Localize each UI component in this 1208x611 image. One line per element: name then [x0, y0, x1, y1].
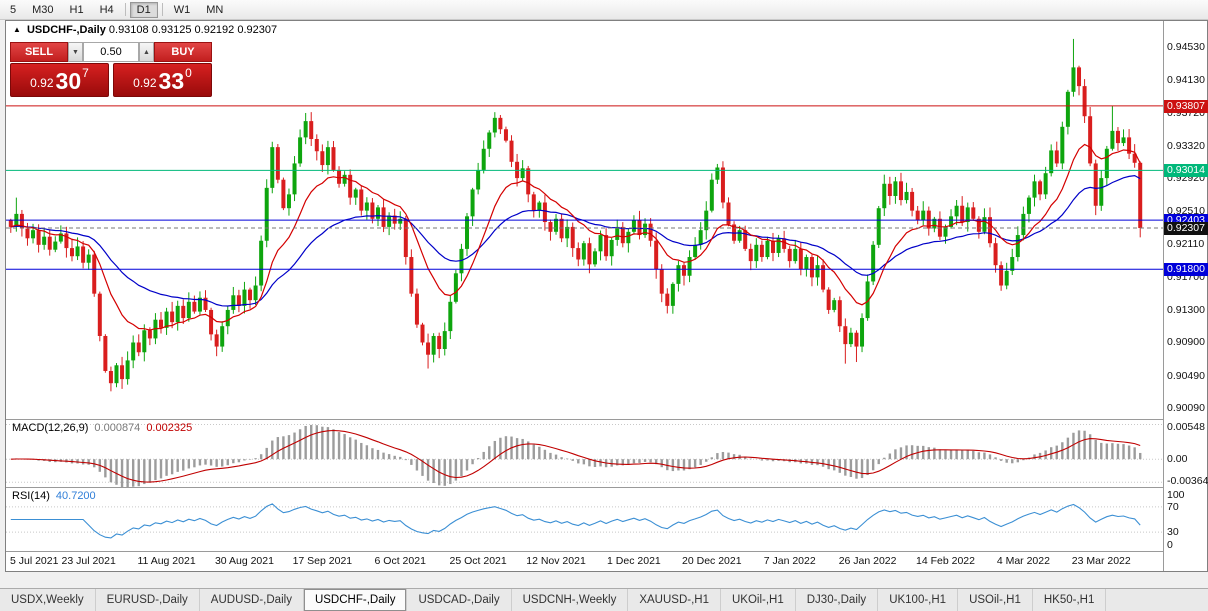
price-axis-label: 0.90490: [1167, 369, 1205, 382]
date-axis-label: 26 Jan 2022: [838, 555, 897, 567]
sell-price-prefix: 0.92: [30, 76, 54, 90]
pane-divider[interactable]: [6, 487, 1207, 488]
timeframe-button-w1[interactable]: W1: [173, 3, 191, 16]
price-axis-label: 0.94130: [1167, 73, 1205, 86]
date-axis-label: 23 Jul 2021: [61, 555, 116, 567]
macd-axis-label: 0.00548: [1167, 421, 1205, 433]
chart-tab-xauusd-h1[interactable]: XAUUSD-,H1: [628, 589, 721, 611]
volume-increase-button[interactable]: ▲: [139, 42, 154, 62]
macd-label: MACD(12,26,9) 0.000874 0.002325: [12, 422, 192, 434]
volume-input[interactable]: [83, 42, 139, 62]
buy-price-display[interactable]: 0.92 33 0: [113, 63, 212, 97]
sell-button[interactable]: SELL: [10, 42, 68, 62]
price-level-badge: 0.91800: [1164, 263, 1208, 277]
price-axis-label: 0.93320: [1167, 139, 1205, 152]
price-axis-label: 0.94530: [1167, 41, 1205, 54]
rsi-axis-label: 30: [1167, 526, 1179, 539]
macd-main-value: 0.000874: [94, 422, 141, 434]
rsi-pane: RSI(14) 40.7200: [6, 488, 1163, 551]
macd-axis-label: 0.00: [1167, 453, 1188, 466]
date-axis[interactable]: 5 Jul 2021 23 Jul 2021 11 Aug 2021 30 Aug 2…: [6, 552, 1163, 571]
price-level-badge: 0.93014: [1164, 164, 1208, 178]
one-click-trade-panel: SELL ▼ ▲ BUY 0.92 30 7 0.92 33 0: [10, 42, 212, 97]
price-axis-label: 0.92110: [1167, 238, 1205, 250]
chart-tab-ukoil-h1[interactable]: UKOil-,H1: [721, 589, 796, 611]
chart-tab-dj30-daily[interactable]: DJ30-,Daily: [796, 589, 879, 611]
buy-price-pips: 33: [158, 68, 185, 94]
rsi-axis-label: 70: [1167, 500, 1179, 513]
timeframe-button-d1[interactable]: D1: [129, 1, 158, 18]
chart-tab-usdx-weekly[interactable]: USDX,Weekly: [0, 589, 96, 611]
date-axis-label: 30 Aug 2021: [214, 555, 274, 567]
macd-title: MACD(12,26,9): [12, 422, 89, 434]
price-level-badge: 0.93807: [1164, 99, 1208, 113]
chart-symbol-label: USDCHF-,Daily: [26, 24, 106, 36]
pane-divider: [6, 551, 1207, 552]
date-axis-label: 14 Feb 2022: [916, 555, 975, 567]
buy-price-prefix: 0.92: [133, 76, 157, 90]
timeframe-button-h1[interactable]: H1: [69, 3, 84, 16]
rsi-canvas[interactable]: [6, 488, 1163, 551]
chart-tab-usdcad-daily[interactable]: USDCAD-,Daily: [407, 589, 512, 611]
date-axis-label: 5 Jul 2021: [10, 555, 59, 567]
timeframe-button-m30[interactable]: M30: [32, 3, 54, 16]
rsi-value: 40.7200: [55, 490, 96, 502]
date-axis-label: 25 Oct 2021: [449, 555, 507, 567]
macd-signal-value: 0.002325: [146, 422, 193, 434]
date-axis-label: 11 Aug 2021: [137, 555, 196, 567]
timeframe-toolbar: 5 M30 H1 H4 D1 W1 MN: [0, 0, 1208, 20]
date-axis-label: 23 Mar 2022: [1071, 555, 1131, 567]
buy-button[interactable]: BUY: [154, 42, 212, 62]
chart-tab-usdchf-daily[interactable]: USDCHF-,Daily: [303, 589, 408, 611]
rsi-axis-label: 100: [1167, 489, 1185, 501]
sell-price-pips: 30: [55, 68, 82, 94]
volume-decrease-button[interactable]: ▼: [68, 42, 83, 62]
chart-tab-hk50-h1[interactable]: HK50-,H1: [1033, 589, 1107, 611]
date-axis-label: 17 Sep 2021: [292, 555, 353, 567]
chart-ohlc-values: 0.93108 0.93125 0.92192 0.92307: [108, 24, 278, 36]
toolbar-separator: [161, 3, 163, 16]
price-level-badge: 0.92307: [1164, 221, 1208, 235]
sell-price-display[interactable]: 0.92 30 7: [10, 63, 109, 97]
buy-price-point: 0: [185, 66, 192, 80]
rsi-axis-label: 0: [1167, 539, 1173, 551]
chart-window: ▲ USDCHF-,Daily 0.93108 0.93125 0.92192 …: [5, 20, 1208, 572]
one-click-toggle-icon[interactable]: ▲: [13, 25, 21, 34]
timeframe-button-h4[interactable]: H4: [99, 3, 114, 16]
date-axis-label: 6 Oct 2021: [374, 555, 426, 567]
chart-tab-usdcnh-weekly[interactable]: USDCNH-,Weekly: [512, 589, 629, 611]
price-axis-label: 0.90900: [1167, 336, 1205, 349]
price-pane: ▲ USDCHF-,Daily 0.93108 0.93125 0.92192 …: [6, 21, 1163, 419]
macd-pane: MACD(12,26,9) 0.000874 0.002325: [6, 420, 1163, 487]
timeframe-button-mn[interactable]: MN: [206, 3, 224, 16]
rsi-title: RSI(14): [12, 490, 50, 502]
date-axis-label: 20 Dec 2021: [682, 555, 742, 567]
chart-header: ▲ USDCHF-,Daily 0.93108 0.93125 0.92192 …: [13, 24, 277, 36]
toolbar-separator: [124, 3, 126, 16]
price-axis[interactable]: 0.94530 0.94130 0.93720 0.93320 0.92920 0.925…: [1163, 21, 1208, 571]
price-chart-canvas[interactable]: [6, 21, 1163, 419]
price-axis-label: 0.91300: [1167, 303, 1205, 316]
rsi-label: RSI(14) 40.7200: [12, 490, 96, 502]
macd-canvas[interactable]: [6, 420, 1163, 487]
price-axis-label: 0.90090: [1167, 402, 1205, 415]
chart-tab-eurusd-daily[interactable]: EURUSD-,Daily: [96, 589, 200, 611]
date-axis-label: 7 Jan 2022: [763, 555, 816, 567]
chart-tabs-bar: USDX,Weekly EURUSD-,Daily AUDUSD-,Daily USD…: [0, 588, 1208, 611]
date-axis-label: 1 Dec 2021: [607, 555, 661, 567]
chart-tab-audusd-daily[interactable]: AUDUSD-,Daily: [200, 589, 304, 611]
macd-axis-label: -0.00364: [1167, 475, 1208, 487]
chart-tab-usoil-h1[interactable]: USOil-,H1: [958, 589, 1033, 611]
timeframe-button-5[interactable]: 5: [10, 3, 17, 16]
date-axis-label: 4 Mar 2022: [996, 555, 1050, 567]
pane-divider[interactable]: [6, 419, 1207, 420]
sell-price-point: 7: [82, 66, 89, 80]
chart-tab-uk100-h1[interactable]: UK100-,H1: [878, 589, 959, 611]
date-axis-label: 12 Nov 2021: [526, 555, 586, 567]
